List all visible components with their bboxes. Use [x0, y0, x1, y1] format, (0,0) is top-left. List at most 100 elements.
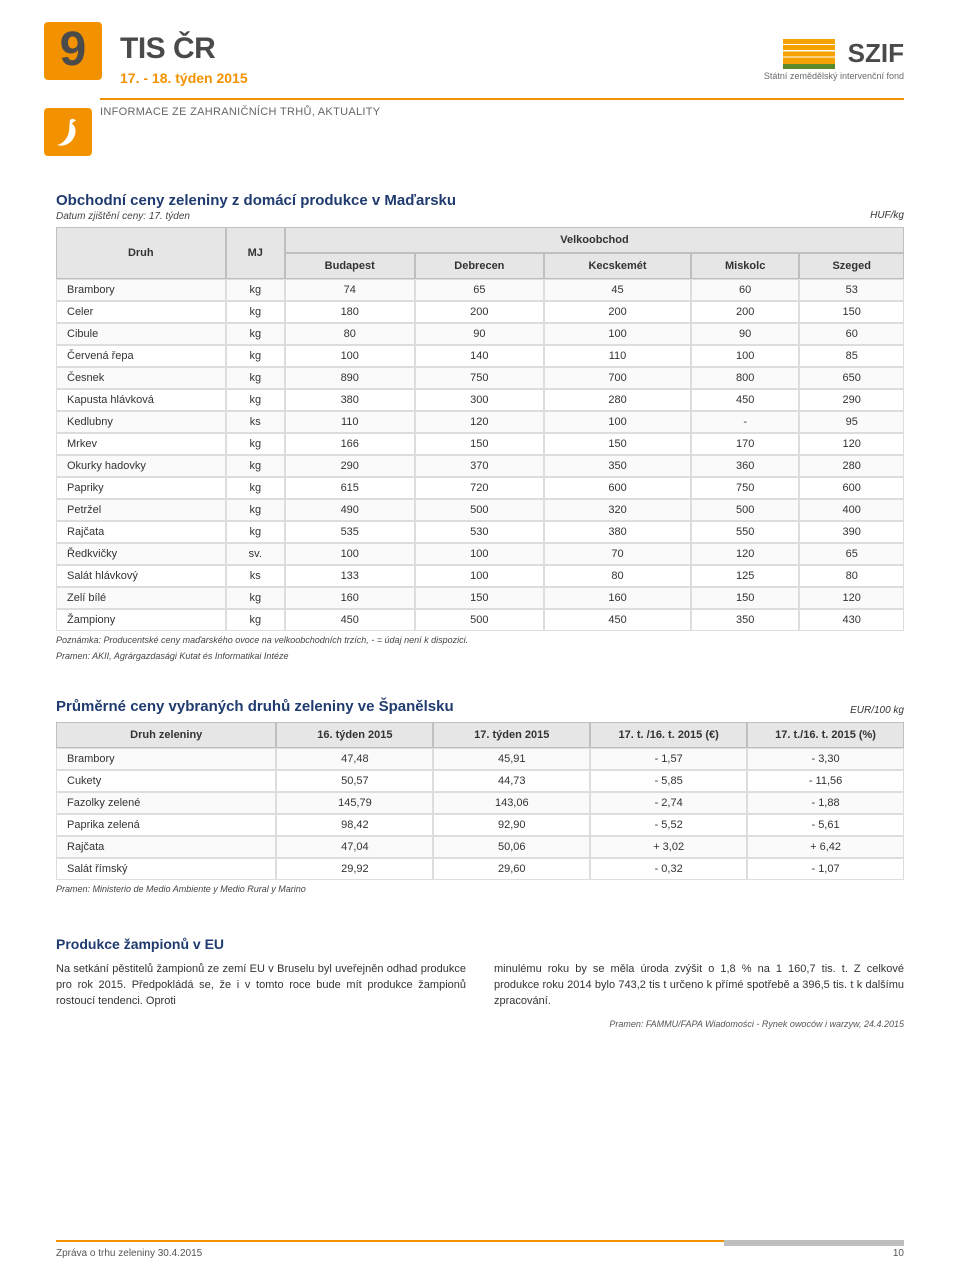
cell-value: 60 — [691, 279, 800, 301]
cell-value: 600 — [544, 477, 691, 499]
cell-name: Salát hlávkový — [56, 565, 226, 587]
cell-unit: kg — [226, 301, 285, 323]
cell-value: 290 — [799, 389, 904, 411]
cell-unit: sv. — [226, 543, 285, 565]
cell-value: 650 — [799, 367, 904, 389]
cell-value: 60 — [799, 323, 904, 345]
cell-value: 280 — [544, 389, 691, 411]
col-city: Miskolc — [691, 253, 800, 279]
cell-value: 47,48 — [276, 748, 433, 770]
cell-name: Rajčata — [56, 836, 276, 858]
table-row: Rajčatakg535530380550390 — [56, 521, 904, 543]
cell-value: 44,73 — [433, 770, 590, 792]
table-row: Salát římský29,9229,60- 0,32- 1,07 — [56, 858, 904, 880]
cell-value: - — [691, 411, 800, 433]
cell-value: 100 — [544, 323, 691, 345]
table-row: Cibulekg80901009060 — [56, 323, 904, 345]
col-header: Druh zeleniny — [56, 722, 276, 748]
cell-value: 100 — [544, 411, 691, 433]
cell-value: - 0,32 — [590, 858, 747, 880]
cell-value: 90 — [691, 323, 800, 345]
cell-value: 47,04 — [276, 836, 433, 858]
cell-value: 53 — [799, 279, 904, 301]
cell-unit: ks — [226, 411, 285, 433]
cell-value: 615 — [285, 477, 415, 499]
cell-value: - 5,61 — [747, 814, 904, 836]
cell-value: 100 — [285, 543, 415, 565]
page-header: 9 TIS ČR 17. - 18. týden 2015 SZIF Státn… — [0, 28, 960, 168]
cell-value: 140 — [415, 345, 545, 367]
cell-value: 45 — [544, 279, 691, 301]
cell-value: 320 — [544, 499, 691, 521]
cell-value: 700 — [544, 367, 691, 389]
table-row: Rajčata47,0450,06+ 3,02+ 6,42 — [56, 836, 904, 858]
cell-name: Kapusta hlávková — [56, 389, 226, 411]
cell-unit: kg — [226, 499, 285, 521]
cell-value: 450 — [544, 609, 691, 631]
cell-name: Cibule — [56, 323, 226, 345]
cell-value: 70 — [544, 543, 691, 565]
article-source: Pramen: FAMMU/FAPA Wiadomości - Rynek ow… — [494, 1018, 904, 1031]
cell-value: 180 — [285, 301, 415, 323]
cell-value: - 5,85 — [590, 770, 747, 792]
cell-value: 95 — [799, 411, 904, 433]
cell-value: 110 — [285, 411, 415, 433]
cell-value: 360 — [691, 455, 800, 477]
table-row: Brambory47,4845,91- 1,57- 3,30 — [56, 748, 904, 770]
cell-value: 80 — [799, 565, 904, 587]
table-row: Česnekkg890750700800650 — [56, 367, 904, 389]
cell-value: 200 — [691, 301, 800, 323]
cell-name: Kedlubny — [56, 411, 226, 433]
cell-value: 29,92 — [276, 858, 433, 880]
cell-value: 85 — [799, 345, 904, 367]
cell-value: 166 — [285, 433, 415, 455]
pepper-icon — [44, 108, 92, 156]
cell-value: 143,06 — [433, 792, 590, 814]
szif-icon — [783, 39, 835, 69]
cell-name: Fazolky zelené — [56, 792, 276, 814]
issue-badge: 9 — [44, 22, 102, 80]
col-mj: MJ — [226, 227, 285, 279]
cell-value: 370 — [415, 455, 545, 477]
cell-value: 500 — [415, 499, 545, 521]
cell-value: 100 — [285, 345, 415, 367]
col-city: Kecskemét — [544, 253, 691, 279]
cell-value: 45,91 — [433, 748, 590, 770]
cell-name: Okurky hadovky — [56, 455, 226, 477]
cell-value: 65 — [415, 279, 545, 301]
cell-unit: kg — [226, 279, 285, 301]
szif-subtitle: Státní zemědělský intervenční fond — [764, 71, 904, 81]
table-row: Celerkg180200200200150 — [56, 301, 904, 323]
cell-value: 80 — [544, 565, 691, 587]
cell-value: 490 — [285, 499, 415, 521]
cell-value: 290 — [285, 455, 415, 477]
table-row: Mrkevkg166150150170120 — [56, 433, 904, 455]
cell-value: 350 — [691, 609, 800, 631]
cell-value: 160 — [544, 587, 691, 609]
table-row: Červená řepakg10014011010085 — [56, 345, 904, 367]
footer-left: Zpráva o trhu zeleniny 30.4.2015 — [56, 1248, 202, 1259]
article-col2: minulému roku by se měla úroda zvýšit o … — [494, 962, 904, 1031]
cell-name: Ředkvičky — [56, 543, 226, 565]
cell-value: 74 — [285, 279, 415, 301]
cell-value: 750 — [415, 367, 545, 389]
logo-text: TIS ČR — [120, 32, 215, 66]
col-header: 17. t. /16. t. 2015 (€) — [590, 722, 747, 748]
page-footer: Zpráva o trhu zeleniny 30.4.2015 10 — [56, 1240, 904, 1259]
week-range: 17. - 18. týden 2015 — [120, 70, 248, 86]
section-name: INFORMACE ZE ZAHRANIČNÍCH TRHŮ, AKTUALIT… — [100, 106, 380, 118]
col-city: Szeged — [799, 253, 904, 279]
cell-name: Cukety — [56, 770, 276, 792]
table-row: Žampionykg450500450350430 — [56, 609, 904, 631]
szif-text: SZIF — [848, 38, 904, 68]
cell-value: 535 — [285, 521, 415, 543]
cell-value: 500 — [415, 609, 545, 631]
cell-unit: kg — [226, 609, 285, 631]
spain-table: Druh zeleniny16. týden 201517. týden 201… — [56, 722, 904, 880]
cell-value: 50,06 — [433, 836, 590, 858]
cell-name: Česnek — [56, 367, 226, 389]
cell-value: - 1,57 — [590, 748, 747, 770]
cell-value: 720 — [415, 477, 545, 499]
cell-value: 430 — [799, 609, 904, 631]
cell-value: 29,60 — [433, 858, 590, 880]
